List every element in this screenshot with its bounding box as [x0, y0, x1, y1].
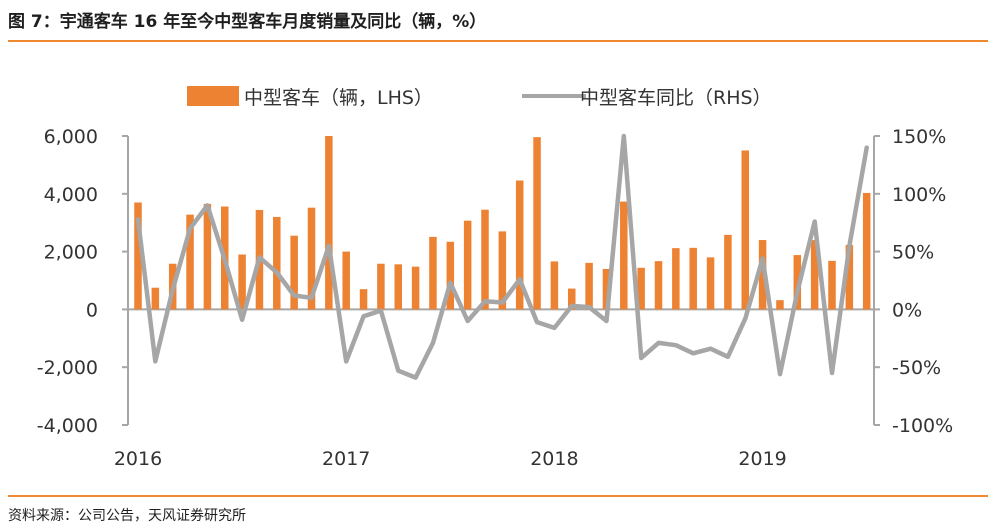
- bar: [793, 255, 802, 310]
- left-tick-label: -2,000: [37, 357, 98, 379]
- bar: [620, 201, 628, 310]
- bar: [394, 264, 402, 310]
- legend-bar-label: 中型客车（辆，LHS）: [244, 87, 433, 109]
- x-tick-label: 2016: [114, 448, 162, 470]
- bar: [186, 214, 194, 310]
- bar: [689, 247, 697, 310]
- bar: [602, 268, 611, 310]
- bar: [515, 180, 524, 310]
- bar: [411, 266, 420, 310]
- bar: [533, 137, 541, 310]
- x-tick-label: 2017: [322, 448, 370, 470]
- bar: [654, 261, 663, 310]
- left-tick-label: -4,000: [37, 415, 98, 437]
- bar: [845, 244, 854, 310]
- bar: [429, 236, 437, 310]
- bar: [706, 257, 715, 310]
- right-tick-label: 50%: [892, 242, 934, 264]
- bar: [828, 260, 836, 310]
- footer-rule: [8, 495, 988, 497]
- right-tick-label: -50%: [892, 357, 941, 379]
- bar: [498, 231, 507, 310]
- right-tick-label: 150%: [892, 126, 946, 148]
- bar: [203, 203, 212, 310]
- bar: [585, 262, 593, 310]
- bar-series: [134, 136, 871, 310]
- tick-labels: 6,000 4,000 2,000 0 -2,000 -4,000 150% 100% 50% 0…: [37, 126, 953, 470]
- bar: [290, 235, 298, 310]
- bar: [446, 241, 455, 310]
- legend-bar-swatch: [187, 86, 239, 106]
- left-tick-label: 4,000: [44, 184, 98, 206]
- title-rule: [8, 40, 988, 42]
- bar: [463, 220, 472, 310]
- bar: [568, 288, 576, 310]
- bar: [741, 150, 749, 310]
- bar: [758, 240, 767, 310]
- right-tick-label: 0%: [892, 299, 922, 321]
- bar: [862, 192, 871, 310]
- line-series: [135, 133, 869, 380]
- bar: [307, 207, 316, 310]
- source-note: 资料来源：公司公告，天风证券研究所: [8, 508, 246, 524]
- left-tick-label: 0: [86, 299, 98, 321]
- right-tick-label: 100%: [892, 184, 946, 206]
- bar: [377, 263, 385, 310]
- bar: [724, 234, 732, 310]
- bar: [273, 216, 281, 310]
- bar: [238, 254, 246, 310]
- bar: [776, 300, 784, 310]
- right-tick-label: -100%: [892, 415, 953, 437]
- x-tick-label: 2019: [738, 448, 786, 470]
- left-tick-label: 2,000: [44, 242, 98, 264]
- bar: [637, 267, 645, 310]
- bar: [325, 136, 333, 310]
- legend: 中型客车（辆，LHS） 中型客车同比（RHS）: [187, 86, 772, 109]
- left-tick-label: 6,000: [44, 126, 98, 148]
- bar: [672, 248, 680, 310]
- figure-title: 图 7：宇通客车 16 年至今中型客车月度销量及同比（辆，%）: [8, 12, 487, 32]
- legend-line-label: 中型客车同比（RHS）: [580, 87, 772, 109]
- bar: [151, 287, 160, 310]
- bar: [359, 289, 368, 310]
- bar: [134, 202, 142, 310]
- bar: [481, 209, 489, 310]
- bar: [810, 240, 819, 310]
- x-tick-label: 2018: [530, 448, 578, 470]
- bar: [342, 251, 350, 310]
- bar: [550, 261, 559, 310]
- yoy-line: [135, 133, 869, 380]
